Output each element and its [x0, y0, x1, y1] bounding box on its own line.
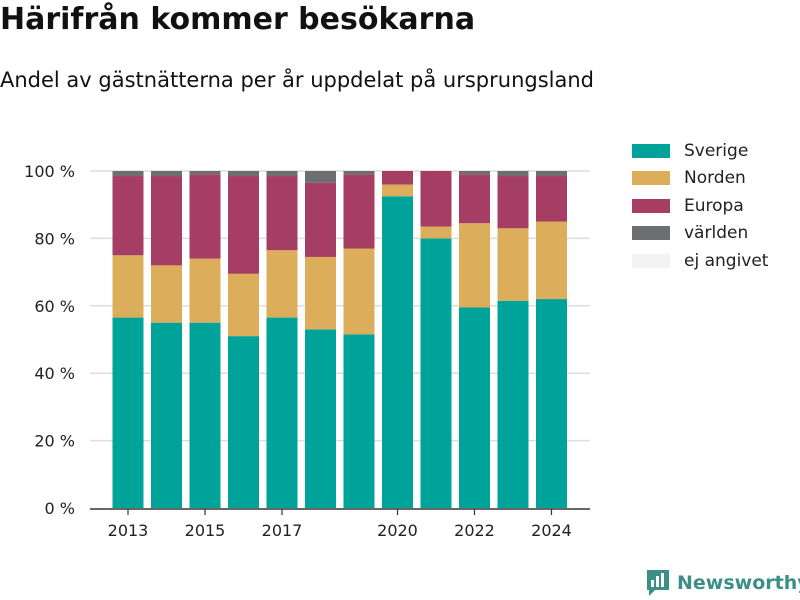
legend-label-europa: Europa: [684, 195, 744, 216]
bar-segment[interactable]: [266, 171, 298, 177]
bar-segment[interactable]: [228, 171, 259, 177]
y-tick-label: 20 %: [34, 432, 75, 451]
bar-segment[interactable]: [382, 196, 413, 508]
bar-segment[interactable]: [536, 299, 567, 508]
bar-segment[interactable]: [266, 250, 298, 318]
legend-label-sverige: Sverige: [684, 140, 749, 161]
bar-segment[interactable]: [382, 184, 413, 197]
legend: Sverige Norden Europa världen ej angivet: [632, 137, 768, 275]
bar-segment[interactable]: [459, 174, 490, 224]
bar-segment[interactable]: [420, 171, 452, 227]
bar-segment[interactable]: [536, 176, 567, 222]
legend-swatch-sverige: [632, 143, 670, 158]
bar-segment[interactable]: [228, 273, 259, 337]
x-tick-label: 2022: [454, 521, 495, 540]
bar-segment[interactable]: [497, 228, 529, 301]
x-tick-label: 2024: [531, 521, 572, 540]
chart-subtitle: Andel av gästnätterna per år uppdelat på…: [0, 68, 594, 92]
x-tick-label: 2013: [108, 521, 149, 540]
bar-segment[interactable]: [189, 258, 221, 323]
legend-label-ej-angivet: ej angivet: [684, 250, 769, 271]
bar-segment[interactable]: [112, 255, 144, 318]
bar-segment[interactable]: [151, 176, 182, 266]
legend-swatch-europa: [632, 198, 670, 213]
legend-label-varlden: världen: [684, 223, 749, 244]
bar-segment[interactable]: [151, 265, 182, 323]
bar-segment[interactable]: [151, 171, 182, 177]
bar-segment[interactable]: [305, 256, 336, 330]
bar-segment[interactable]: [189, 174, 221, 259]
bar-segment[interactable]: [189, 171, 221, 175]
y-tick-label: 0 %: [45, 499, 75, 518]
bar-segment[interactable]: [305, 171, 336, 183]
bar-segment[interactable]: [420, 238, 452, 508]
bar-segment[interactable]: [343, 248, 375, 335]
bar-segment[interactable]: [112, 171, 144, 177]
legend-swatch-ej-angivet: [632, 253, 670, 268]
legend-swatch-varlden: [632, 226, 670, 241]
x-tick-label: 2017: [262, 521, 303, 540]
x-tick-label: 2015: [185, 521, 226, 540]
bar-segment[interactable]: [266, 317, 298, 508]
bar-segment[interactable]: [266, 176, 298, 251]
bar-segment[interactable]: [112, 317, 144, 508]
bar-segment[interactable]: [343, 171, 375, 175]
legend-item-sverige[interactable]: Sverige: [632, 137, 768, 165]
y-tick-label: 60 %: [34, 297, 75, 316]
brand-name: Newsworthy: [677, 572, 800, 594]
bar-segment[interactable]: [536, 171, 567, 177]
legend-item-varlden[interactable]: världen: [632, 220, 768, 248]
legend-label-norden: Norden: [684, 168, 746, 189]
legend-item-europa[interactable]: Europa: [632, 192, 768, 220]
bar-segment[interactable]: [497, 171, 529, 177]
y-tick-label: 100 %: [24, 162, 75, 181]
bar-segment[interactable]: [497, 300, 529, 508]
y-tick-label: 40 %: [34, 364, 75, 383]
bar-segment[interactable]: [112, 176, 144, 256]
bar-segment[interactable]: [536, 221, 567, 300]
bar-segment[interactable]: [343, 174, 375, 249]
bar-segment[interactable]: [459, 171, 490, 175]
bar-segment[interactable]: [459, 307, 490, 508]
bar-segment[interactable]: [228, 336, 259, 508]
bar-segment[interactable]: [305, 182, 336, 257]
legend-item-norden[interactable]: Norden: [632, 165, 768, 193]
brand-logo[interactable]: Newsworthy: [645, 568, 800, 598]
chart-title: Härifrån kommer besökarna: [0, 2, 476, 37]
bar-segment[interactable]: [382, 171, 413, 185]
newsworthy-logo-icon: [647, 570, 669, 596]
bar-segment[interactable]: [228, 176, 259, 274]
bar-segment[interactable]: [305, 329, 336, 508]
bar-segment[interactable]: [343, 334, 375, 508]
bar-segment[interactable]: [151, 322, 182, 508]
y-tick-label: 80 %: [34, 229, 75, 248]
bar-segment[interactable]: [497, 176, 529, 229]
bar-segment[interactable]: [189, 322, 221, 508]
bar-segment[interactable]: [420, 226, 452, 239]
legend-swatch-norden: [632, 171, 670, 186]
bar-segment[interactable]: [459, 223, 490, 308]
legend-item-ej-angivet[interactable]: ej angivet: [632, 247, 768, 275]
x-tick-label: 2020: [377, 521, 418, 540]
